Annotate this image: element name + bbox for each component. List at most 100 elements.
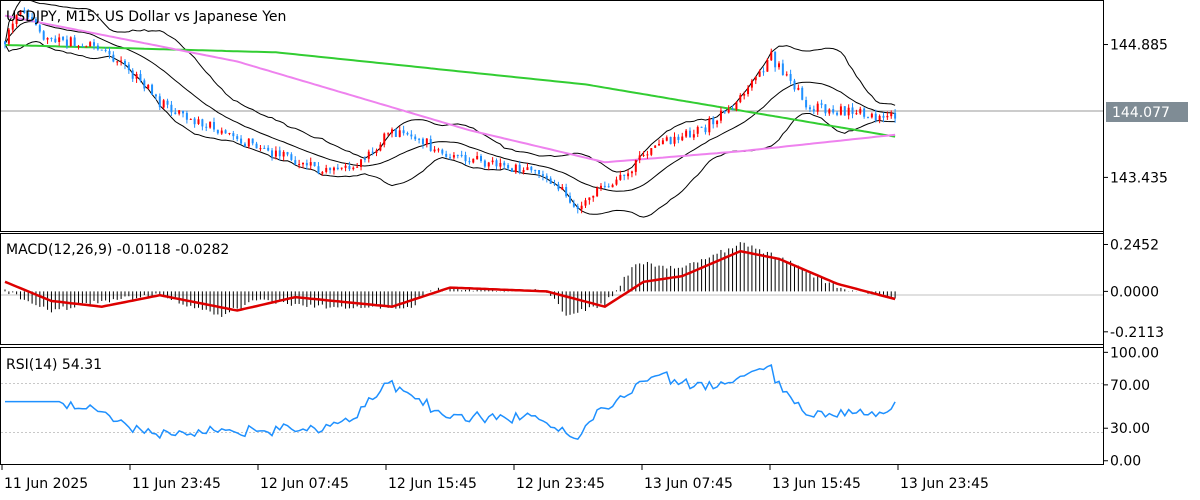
candle (240, 135, 243, 145)
candle-body (193, 118, 196, 125)
candle (874, 109, 877, 123)
candle (54, 35, 57, 44)
candle (449, 153, 452, 160)
candle-body (607, 186, 610, 188)
candle (425, 138, 428, 148)
candle (185, 110, 188, 124)
candle-body (332, 167, 335, 171)
candle (286, 151, 289, 157)
candle (580, 201, 583, 214)
candle-body (572, 203, 575, 207)
candle-body (778, 63, 780, 68)
candle-body (336, 167, 339, 170)
macd-signal-line (4, 249, 896, 312)
candle (762, 67, 765, 76)
time-axis-label: 12 Jun 23:45 (516, 476, 605, 492)
candle-body (166, 100, 169, 105)
candle (93, 39, 96, 50)
candle (836, 111, 839, 117)
current-price-label: 144.077 (1112, 105, 1170, 121)
candle-body (538, 170, 541, 175)
candle-body (271, 150, 274, 157)
rsi-axis-label: 0.00 (1110, 454, 1141, 470)
candle (332, 166, 335, 175)
candle (801, 86, 804, 101)
candle (69, 36, 72, 47)
candle (123, 59, 126, 70)
candle (216, 129, 219, 135)
candle-body (630, 171, 633, 174)
candle-body (263, 147, 266, 149)
candle-body (832, 109, 835, 113)
candle (50, 37, 53, 42)
candle-body (828, 109, 831, 114)
price-panel[interactable] (0, 0, 1104, 232)
rsi-axis-label: 70.00 (1110, 378, 1150, 394)
candle (85, 45, 88, 48)
candle-body (863, 108, 866, 117)
candle-body (565, 186, 568, 197)
candle-body (576, 206, 579, 209)
candle (603, 181, 606, 190)
candle-body (267, 147, 270, 151)
candle-body (894, 112, 897, 119)
candle (572, 199, 575, 208)
candle-body (286, 152, 289, 155)
candle-body (743, 94, 746, 96)
candle-body (619, 174, 622, 180)
candle-body (371, 151, 374, 153)
candle-body (402, 130, 405, 134)
candle (514, 163, 517, 174)
candle (418, 137, 421, 144)
ma-medium-line (4, 14, 896, 164)
candle-body (797, 87, 800, 90)
candle (495, 158, 498, 170)
candle (154, 93, 157, 101)
candle-body (464, 154, 467, 162)
candle (499, 158, 502, 170)
candle-body (758, 71, 761, 77)
bb-middle-band (4, 20, 896, 192)
candle (797, 84, 800, 91)
candle-body (584, 200, 587, 206)
rsi-panel[interactable] (0, 347, 1104, 465)
candle (789, 69, 792, 85)
candle (201, 118, 204, 131)
candle-body (750, 80, 753, 88)
candle (340, 167, 343, 171)
candle-body (410, 134, 413, 137)
candle-body (232, 133, 235, 137)
candle-body (42, 31, 45, 40)
candle (712, 116, 715, 129)
candle-body (460, 154, 463, 156)
candle-body (243, 143, 246, 147)
candle (716, 119, 719, 128)
candle (561, 184, 564, 191)
candle (166, 98, 169, 109)
candle (4, 40, 6, 49)
candle (259, 145, 262, 152)
candle (867, 116, 870, 119)
candle-body (510, 168, 513, 172)
candle-body (843, 106, 846, 116)
time-axis-label: 12 Jun 15:45 (388, 476, 477, 492)
candle (770, 48, 773, 61)
candle (700, 126, 703, 128)
candle (209, 121, 212, 129)
candle (100, 49, 103, 51)
candle-body (170, 104, 173, 113)
candle (205, 123, 208, 132)
macd-panel[interactable] (0, 233, 1104, 345)
candle-body (62, 36, 65, 40)
candle-body (77, 45, 80, 47)
candle-body (495, 160, 498, 167)
candle (688, 127, 691, 138)
candle-body (673, 136, 676, 144)
ma-slow-line (4, 44, 896, 138)
candle (391, 127, 393, 138)
candle-body (15, 14, 18, 24)
candle-body (781, 63, 784, 76)
candle-body (820, 103, 823, 105)
candle (301, 162, 304, 169)
